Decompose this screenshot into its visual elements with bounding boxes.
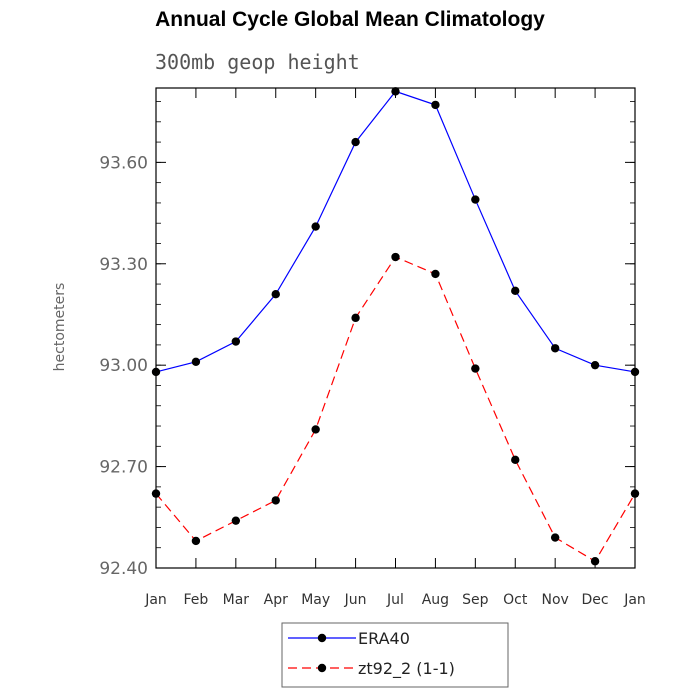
x-tick-label: Aug: [422, 592, 449, 608]
y-tick-label: 93.60: [99, 153, 148, 173]
data-point: [231, 337, 241, 346]
data-point: [511, 455, 520, 465]
data-point: [151, 489, 161, 498]
data-point: [630, 367, 640, 377]
legend-marker: [317, 633, 327, 643]
data-point: [511, 286, 520, 296]
x-tick-label: Nov: [542, 592, 569, 608]
y-tick-label: 92.40: [99, 559, 148, 579]
series-line-era40: [155, 90, 636, 373]
data-point: [391, 252, 400, 262]
legend-label: ERA40: [358, 629, 410, 648]
data-point: [630, 489, 640, 498]
x-tick-label: Mar: [223, 592, 250, 608]
data-point: [391, 87, 400, 96]
legend: ERA40 zt92_2 (1-1): [281, 622, 509, 688]
series-line-zt92: [155, 256, 636, 563]
legend-label: zt92_2 (1-1): [358, 659, 455, 679]
data-point: [311, 222, 320, 231]
series-layer: [151, 87, 640, 566]
x-tick-label: Oct: [503, 592, 528, 608]
x-tick-label: Jan: [623, 592, 646, 608]
x-tick-label: Dec: [582, 592, 609, 608]
x-tick-label: Jul: [386, 592, 404, 608]
data-point: [550, 344, 560, 353]
data-point: [590, 360, 600, 370]
plot-frame: [155, 87, 636, 569]
data-point: [590, 557, 600, 566]
x-tick-label: Jun: [344, 592, 367, 608]
data-point: [191, 536, 201, 546]
x-tick-label: Apr: [264, 592, 288, 608]
data-point: [231, 516, 241, 525]
data-point: [471, 364, 480, 373]
data-point: [431, 269, 440, 279]
data-point: [351, 137, 360, 147]
axis-ticks: 92.40 92.70 93.00 93.30 93.60 Jan Feb Mar Apr May…: [99, 88, 646, 608]
x-tick-label: May: [301, 592, 330, 608]
data-point: [311, 425, 320, 434]
y-tick-label: 93.00: [99, 356, 148, 376]
data-point: [271, 496, 280, 505]
legend-marker: [317, 663, 327, 673]
y-tick-label: 93.30: [99, 255, 148, 275]
data-point: [191, 357, 201, 367]
chart-title: Annual Cycle Global Mean Climatology: [155, 8, 545, 31]
plot-axes: [155, 87, 636, 569]
data-point: [271, 289, 280, 299]
chart-subtitle: 300mb geop height: [155, 50, 360, 74]
x-tick-label: Feb: [184, 592, 209, 608]
data-point: [550, 533, 560, 542]
x-tick-label: Jan: [144, 592, 167, 608]
x-tick-label: Sep: [462, 592, 489, 608]
y-axis-label: hectometers: [52, 283, 68, 372]
data-point: [151, 367, 161, 377]
y-tick-label: 92.70: [99, 458, 148, 478]
legend-box: [281, 622, 509, 688]
data-point: [431, 100, 440, 110]
data-point: [351, 313, 360, 323]
data-point: [471, 195, 480, 204]
